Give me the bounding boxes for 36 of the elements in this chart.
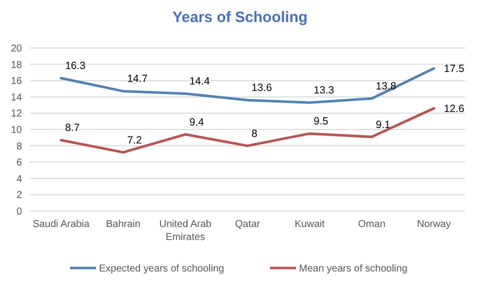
- x-tick-label: United Arab Emirates: [159, 219, 212, 243]
- x-tick-label: Qatar: [234, 219, 261, 230]
- y-tick-label: 0: [16, 206, 22, 218]
- data-label: 13.3: [314, 84, 334, 97]
- legend-label: Expected years of schooling: [99, 264, 224, 274]
- data-label: 13.6: [252, 82, 272, 94]
- legend-label: Mean years of schooling: [299, 264, 408, 274]
- data-label: 14.7: [127, 73, 148, 86]
- data-label: 8: [252, 128, 258, 140]
- data-label: 9.1: [376, 118, 391, 131]
- line-series: [60, 107, 436, 154]
- x-tick-label: Oman: [358, 219, 386, 230]
- y-tick-label: 14: [10, 92, 22, 104]
- data-label: 16.3: [65, 60, 86, 72]
- data-label: 9.5: [314, 116, 328, 128]
- y-tick-label: 10: [10, 125, 22, 136]
- y-tick-label: 6: [16, 158, 22, 169]
- y-tick-label: 18: [10, 60, 22, 71]
- chart-title: Years of Schooling: [172, 9, 308, 26]
- x-tick-label: Norway: [416, 219, 451, 230]
- data-label: 9.4: [189, 116, 204, 128]
- data-label: 7.2: [127, 134, 142, 146]
- y-tick-label: 2: [16, 190, 22, 202]
- y-tick-label: 4: [16, 174, 22, 185]
- data-label: 8.7: [65, 122, 80, 134]
- x-tick-label: Saudi Arabia: [32, 219, 90, 230]
- data-label: 14.4: [189, 76, 210, 88]
- data-label: 13.8: [376, 80, 396, 93]
- y-tick-label: 12: [10, 108, 22, 120]
- y-tick-label: 16: [10, 76, 22, 88]
- data-label: 12.6: [444, 102, 465, 115]
- y-tick-label: 8: [16, 141, 22, 152]
- x-tick-label: Bahrain: [106, 219, 140, 230]
- x-tick-label: Kuwait: [294, 219, 325, 230]
- data-label: 17.5: [444, 63, 465, 76]
- y-tick-label: 20: [10, 44, 22, 54]
